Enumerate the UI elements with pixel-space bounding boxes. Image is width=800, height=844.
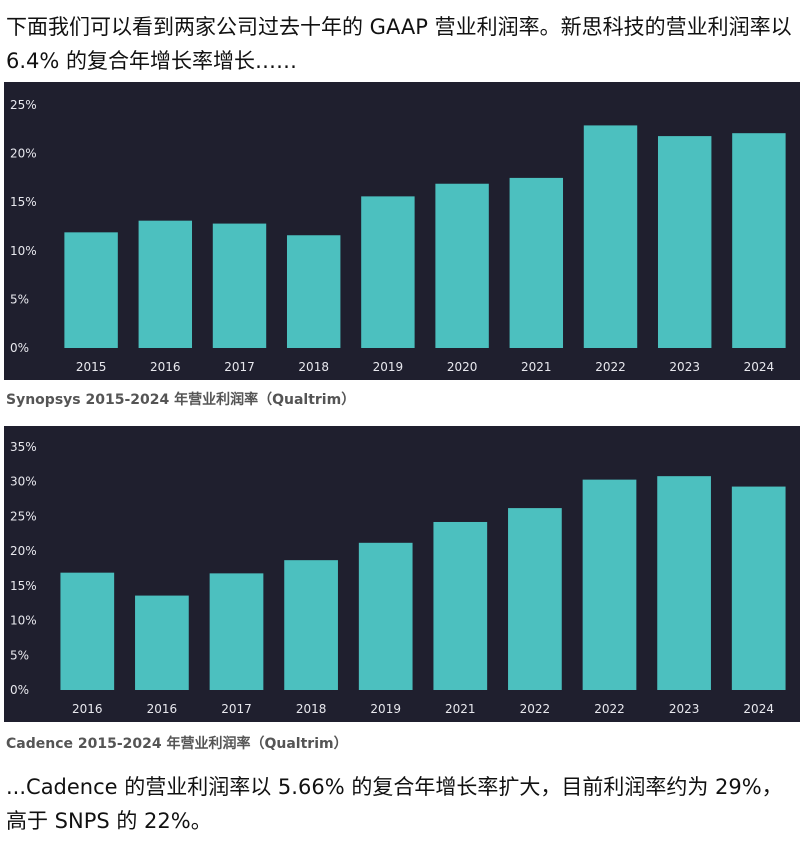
bar-2016 (60, 572, 115, 690)
bar-2019 (358, 542, 413, 690)
x-tick-label: 2019 (370, 702, 401, 716)
x-tick-label: 2020 (447, 360, 478, 374)
x-tick-label: 2019 (373, 360, 404, 374)
x-tick-label: 2021 (445, 702, 476, 716)
bar-2021 (509, 177, 564, 348)
bar-2017 (209, 573, 264, 690)
cadence-chart-caption: Cadence 2015-2024 年营业利润率（Qualtrim） (6, 736, 348, 752)
bar-2017 (212, 223, 267, 348)
x-tick-label: 2017 (221, 702, 252, 716)
y-tick-label: 5% (10, 292, 29, 306)
x-tick-label: 2016 (147, 702, 178, 716)
x-tick-label: 2016 (72, 702, 103, 716)
synopsys-chart-caption: Synopsys 2015-2024 年营业利润率（Qualtrim） (6, 392, 356, 408)
bar-2023 (657, 476, 711, 690)
x-tick-label: 2022 (595, 360, 626, 374)
x-tick-label: 2023 (669, 702, 700, 716)
bar-2022 (583, 125, 638, 348)
bar-2016 (135, 595, 189, 690)
x-tick-label: 2015 (76, 360, 107, 374)
synopsys-operating-margin-chart: 0% 5% 10% 15% 20% 25% 2015 2016 2017 2018 2019 2020… (4, 82, 800, 380)
bar-2018 (286, 235, 341, 348)
x-tick-label: 2024 (744, 360, 775, 374)
x-tick-label: 2017 (224, 360, 255, 374)
y-tick-label: 15% (10, 195, 37, 209)
bar-2023 (657, 136, 712, 348)
y-tick-label: 0% (10, 341, 29, 355)
bar-2022 (582, 479, 637, 690)
outro-paragraph: ...Cadence 的营业利润率以 5.66% 的复合年增长率扩大，目前利润率… (6, 775, 783, 833)
y-tick-label: 25% (10, 509, 37, 523)
y-tick-label: 10% (10, 244, 37, 258)
bar-2022 (508, 508, 562, 690)
y-tick-label: 20% (10, 544, 37, 558)
y-tick-label: 15% (10, 579, 37, 593)
y-tick-label: 20% (10, 147, 37, 161)
x-tick-label: 2022 (520, 702, 551, 716)
cadence-chart-svg: 0% 5% 10% 15% 20% 25% 30% 35% 2016 2016 2017 2018 20… (10, 440, 786, 716)
x-tick-label: 2018 (298, 360, 329, 374)
bar-2019 (361, 196, 415, 348)
y-tick-label: 35% (10, 440, 37, 454)
y-tick-label: 5% (10, 648, 29, 662)
bar-2016 (138, 220, 193, 348)
x-tick-label: 2021 (521, 360, 552, 374)
bar-2024 (732, 133, 786, 348)
cadence-operating-margin-chart: 0% 5% 10% 15% 20% 25% 30% 35% 2016 2016 2017 2018 20… (4, 426, 800, 722)
bar-2021 (433, 521, 488, 690)
x-tick-label: 2023 (669, 360, 700, 374)
x-tick-label: 2022 (594, 702, 625, 716)
x-tick-label: 2024 (743, 702, 774, 716)
bar-2024 (731, 486, 786, 690)
y-tick-label: 10% (10, 614, 37, 628)
x-tick-label: 2018 (296, 702, 327, 716)
y-tick-label: 30% (10, 475, 37, 489)
bar-2018 (284, 560, 338, 690)
bar-2020 (435, 183, 489, 348)
y-tick-label: 25% (10, 98, 37, 112)
synopsys-chart-svg: 0% 5% 10% 15% 20% 25% 2015 2016 2017 2018 2019 2020… (10, 98, 786, 374)
bar-2015 (64, 232, 118, 348)
x-tick-label: 2016 (150, 360, 181, 374)
y-tick-label: 0% (10, 683, 29, 697)
intro-paragraph: 下面我们可以看到两家公司过去十年的 GAAP 营业利润率。新思科技的营业利润率以… (6, 15, 792, 73)
